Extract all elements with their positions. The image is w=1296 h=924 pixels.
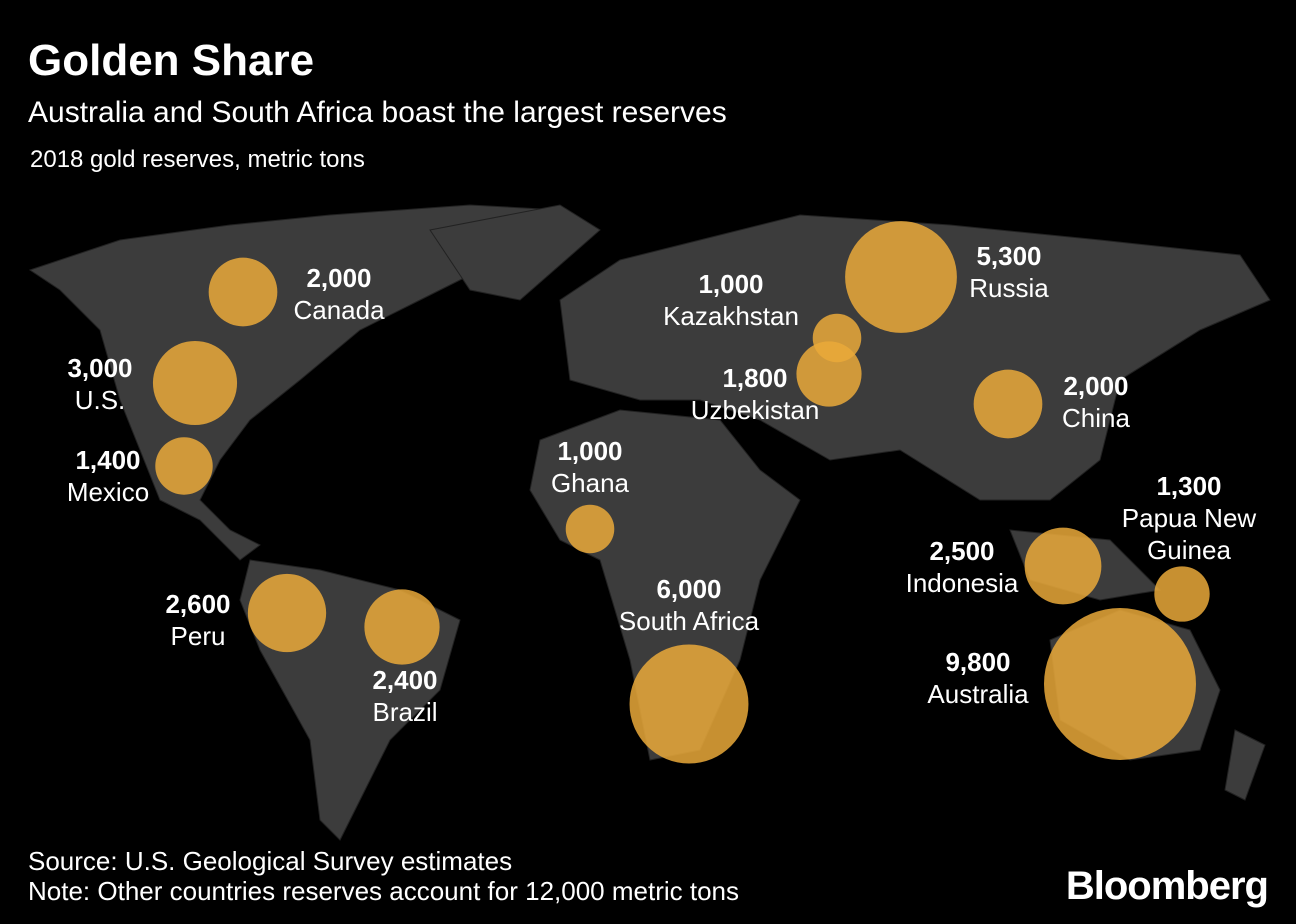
bubble [796,341,862,407]
bubble [1154,566,1210,622]
value-label: 5,300 [976,241,1042,271]
value-label: 2,000 [306,263,372,293]
bubble [565,504,615,554]
bubble [629,644,749,764]
source: Source: U.S. Geological Survey estimates [28,846,513,876]
country-label: 5,300 Russia [929,240,1089,304]
country-name: Mexico [66,477,150,507]
bubble [845,221,957,333]
value-label: 9,800 [945,647,1011,677]
country-label: 1,000 Ghana [510,435,670,499]
title: Golden Share [28,36,315,85]
bubble [1044,608,1196,760]
bubble [208,257,278,327]
value-label: 2,600 [165,589,231,619]
value-label: 2,400 [372,665,438,695]
value-label: 1,300 [1156,471,1222,501]
bubble [1024,527,1102,605]
value-label: 1,800 [722,363,788,393]
value-label: 1,400 [75,445,141,475]
country-label: 2,000 Canada [239,262,439,326]
value-label: 3,000 [67,353,133,383]
subtitle: Australia and South Africa boast the lar… [28,96,727,129]
value-label: 2,500 [929,536,995,566]
country-label: 1,000 Kazakhstan [621,268,841,332]
value-label: 1,000 [698,269,764,299]
note: Note: Other countries reserves account f… [28,876,740,906]
country-label: 3,000 U.S. [40,352,160,416]
country-name: Brazil [372,697,438,727]
country-name: U.S. [74,385,126,415]
country-label: 2,600 Peru [128,588,268,652]
value-label: 6,000 [656,574,722,604]
country-label: 2,000 China [1026,370,1166,434]
country-name: South Africa [618,606,760,636]
country-name: China [1062,403,1130,433]
country-name: Indonesia [905,568,1019,598]
bubble [152,340,238,426]
country-label: 2,500 Indonesia [872,535,1052,599]
country-label: 1,400 Mexico [38,444,178,508]
country-label: 2,400 Brazil [335,664,475,728]
bubble [247,573,327,653]
value-label: 2,000 [1063,371,1129,401]
country-name: Canada [293,295,385,325]
bubble [973,369,1043,439]
unit-label: 2018 gold reserves, metric tons [30,146,365,173]
country-name: Australia [927,679,1029,709]
country-label: 9,800 Australia [888,646,1068,710]
country-label: 1,300 Papua New Guinea [1109,470,1269,566]
country-name: Ghana [550,468,630,498]
country-label: 1,800 Uzbekistan [655,362,855,426]
country-name: Papua New Guinea [1121,503,1257,565]
brand-logo: Bloomberg [1065,864,1269,908]
bubble [155,437,213,495]
country-label: 6,000 South Africa [579,573,799,637]
country-name: Uzbekistan [690,395,820,425]
country-name: Peru [170,621,226,651]
value-label: 1,000 [557,436,623,466]
country-name: Russia [969,273,1049,303]
bubble [364,589,440,665]
country-name: Kazakhstan [663,301,799,331]
